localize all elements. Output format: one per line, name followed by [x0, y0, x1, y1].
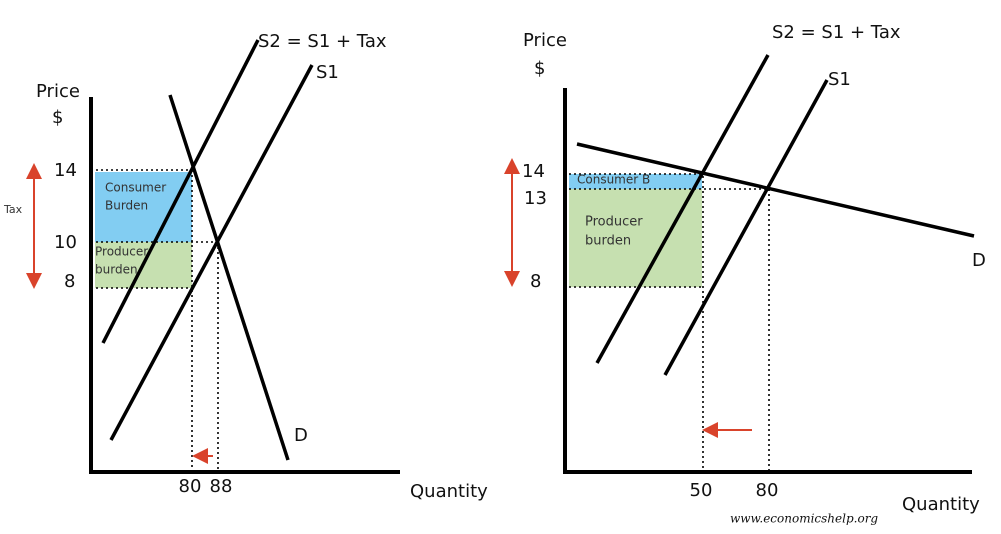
s2-label: S2 = S1 + Tax	[258, 31, 387, 52]
quantity-label: Quantity	[902, 494, 980, 515]
quantity-label: Quantity	[410, 481, 488, 502]
producer-burden: burden	[95, 263, 138, 277]
quantity-tick: 80	[756, 480, 779, 501]
price-tick: 8	[64, 271, 75, 292]
producer-burden: Producer	[585, 215, 643, 230]
d-curve	[576, 142, 975, 238]
d-label: D	[972, 250, 986, 271]
s1-curve	[109, 64, 314, 441]
s2-label: S2 = S1 + Tax	[772, 22, 901, 43]
consumer-burden: Consumer	[105, 181, 166, 195]
s2-curve	[595, 54, 770, 364]
price-tick: 8	[530, 271, 541, 292]
consumer-burden: Burden	[105, 199, 148, 213]
quantity-tick: 80	[179, 476, 202, 497]
website: www.economicshelp.org	[730, 512, 878, 526]
currency-label: $	[52, 107, 63, 128]
consumer-burden-area	[95, 172, 192, 242]
s1-curve	[663, 79, 829, 376]
producer-burden-area	[569, 189, 702, 287]
price-tick: 13	[524, 188, 547, 209]
price-tick: 14	[54, 160, 77, 181]
producer-burden: burden	[585, 234, 631, 249]
s2-curve	[101, 39, 260, 344]
d-label: D	[294, 425, 308, 446]
consumer-burden-area	[569, 174, 702, 189]
s1-label: S1	[828, 69, 851, 90]
price-label: Price	[523, 30, 567, 51]
quantity-tick: 50	[690, 480, 713, 501]
producer-burden: Producer	[95, 245, 148, 259]
left-panel: Price $ S2 = S1 + Tax S1 D 14 10 8 Tax C…	[3, 31, 488, 502]
consumer-burden: Consumer B	[577, 173, 650, 187]
right-panel: Price $ S2 = S1 + Tax S1 D 14 13 8 Consu…	[504, 22, 986, 526]
tax-label: Tax	[3, 203, 23, 216]
price-tick: 14	[522, 161, 545, 182]
currency-label: $	[534, 58, 545, 79]
price-label: Price	[36, 81, 80, 102]
d-curve	[168, 94, 290, 461]
price-tick: 10	[54, 232, 77, 253]
quantity-tick: 88	[210, 476, 233, 497]
s1-label: S1	[316, 62, 339, 83]
